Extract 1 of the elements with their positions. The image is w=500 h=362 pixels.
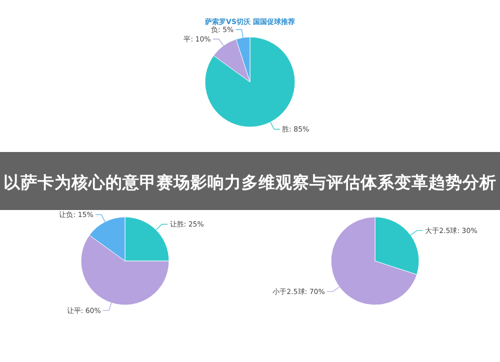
- text: 以萨卡为核心的意甲赛场影响力多维观察与评估体系变革趋势分析: [4, 173, 496, 192]
